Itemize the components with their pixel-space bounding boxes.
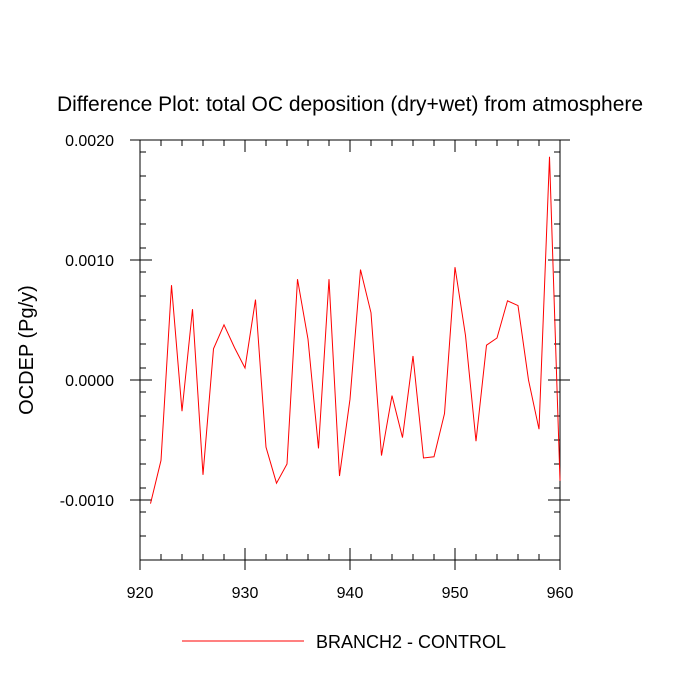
chart-title: Difference Plot: total OC deposition (dr… [57,93,643,116]
axis-ticks [130,139,570,570]
x-tick-label: 930 [232,585,259,602]
x-tick-label: 950 [442,585,469,602]
legend: BRANCH2 - CONTROL [182,632,506,652]
data-series [150,156,561,504]
y-tick-label: -0.0010 [60,493,114,510]
legend-label: BRANCH2 - CONTROL [316,632,506,652]
y-tick-label: 0.0000 [65,373,114,390]
y-tick-label: 0.0020 [65,133,114,150]
plot-frame [139,139,561,561]
axis-tick-labels: 920 930 940 950 960 -0.0010 0.0000 0.0010 0.0020 [60,133,574,602]
series-line [150,156,561,504]
x-tick-label: 920 [127,585,154,602]
x-tick-label: 940 [337,585,364,602]
y-tick-label: 0.0010 [65,253,114,270]
y-axis-label: OCDEP (Pg/y) [16,285,38,415]
x-tick-label: 960 [547,585,574,602]
